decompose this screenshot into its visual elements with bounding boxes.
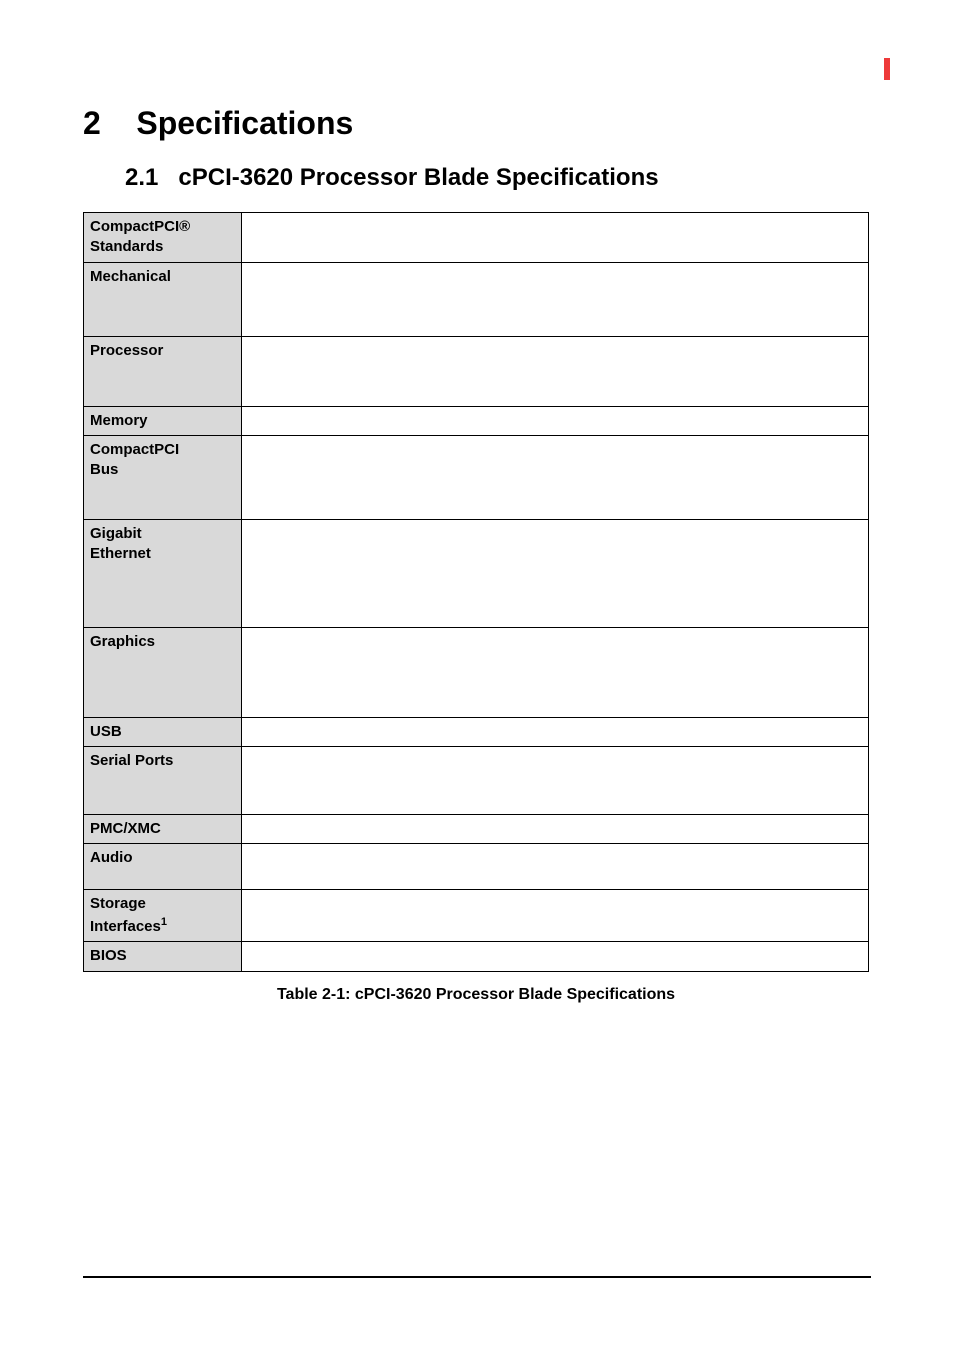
- chapter-number: 2: [83, 105, 101, 141]
- table-row: Audio: [84, 844, 869, 890]
- row-label: Graphics: [84, 627, 242, 717]
- row-label: StorageInterfaces1: [84, 890, 242, 942]
- footer-rule: [83, 1276, 871, 1278]
- page-accent-bar: [884, 58, 890, 80]
- row-value: [242, 406, 869, 435]
- table-row: StorageInterfaces1: [84, 890, 869, 942]
- row-label: CompactPCIBus: [84, 435, 242, 519]
- table-row: Processor: [84, 336, 869, 406]
- chapter-title: 2 Specifications: [83, 105, 869, 142]
- row-label: Serial Ports: [84, 747, 242, 815]
- row-label: CompactPCI®Standards: [84, 213, 242, 263]
- table-row: PMC/XMC: [84, 815, 869, 844]
- table-row: Memory: [84, 406, 869, 435]
- section-number: 2.1: [125, 164, 158, 191]
- table-row: BIOS: [84, 942, 869, 971]
- row-label: USB: [84, 717, 242, 746]
- row-value: [242, 942, 869, 971]
- row-label: Audio: [84, 844, 242, 890]
- row-label: Memory: [84, 406, 242, 435]
- table-row: CompactPCIBus: [84, 435, 869, 519]
- row-value: [242, 717, 869, 746]
- row-value: [242, 627, 869, 717]
- row-value: [242, 747, 869, 815]
- row-value: [242, 890, 869, 942]
- table-row: Graphics: [84, 627, 869, 717]
- chapter-title-text: Specifications: [136, 105, 353, 141]
- spec-table-body: CompactPCI®StandardsMechanicalProcessorM…: [84, 213, 869, 972]
- table-row: CompactPCI®Standards: [84, 213, 869, 263]
- row-label: BIOS: [84, 942, 242, 971]
- section-title-text: cPCI-3620 Processor Blade Specifications: [178, 164, 658, 191]
- page-content: 2 Specifications 2.1 cPCI-3620 Processor…: [0, 0, 954, 1004]
- row-label: Mechanical: [84, 262, 242, 336]
- row-label: PMC/XMC: [84, 815, 242, 844]
- row-value: [242, 262, 869, 336]
- spec-table: CompactPCI®StandardsMechanicalProcessorM…: [83, 212, 869, 972]
- row-label: Processor: [84, 336, 242, 406]
- table-row: USB: [84, 717, 869, 746]
- row-value: [242, 435, 869, 519]
- row-label: GigabitEthernet: [84, 519, 242, 627]
- table-row: GigabitEthernet: [84, 519, 869, 627]
- row-value: [242, 815, 869, 844]
- row-value: [242, 213, 869, 263]
- table-row: Serial Ports: [84, 747, 869, 815]
- table-row: Mechanical: [84, 262, 869, 336]
- section-title: 2.1 cPCI-3620 Processor Blade Specificat…: [125, 164, 869, 192]
- row-value: [242, 519, 869, 627]
- table-caption: Table 2-1: cPCI-3620 Processor Blade Spe…: [83, 986, 869, 1004]
- row-value: [242, 336, 869, 406]
- row-value: [242, 844, 869, 890]
